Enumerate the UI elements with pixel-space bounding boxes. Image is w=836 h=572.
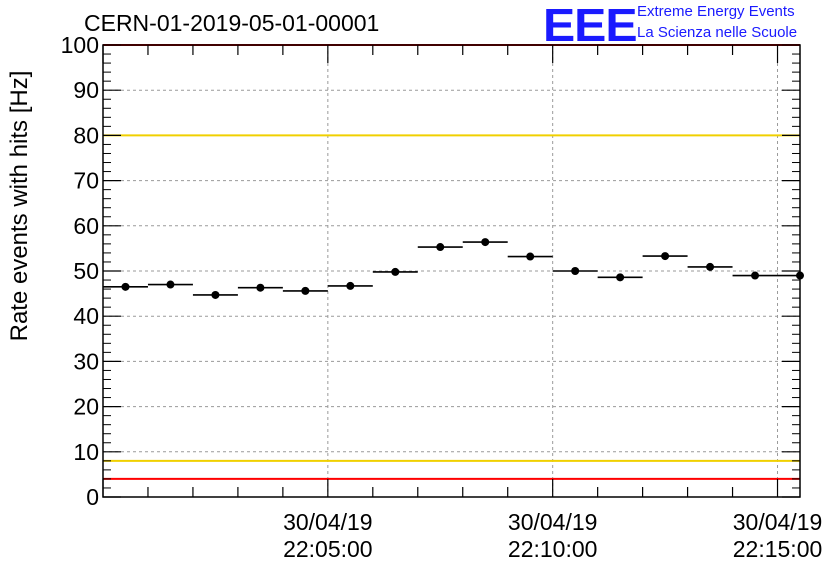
y-ticks: 0 10 20 30 40 50 60 70 80 90 100 xyxy=(61,32,800,510)
data-point xyxy=(346,281,355,290)
data-points xyxy=(103,238,804,299)
y-tick-label: 90 xyxy=(73,77,99,103)
x-tick-date: 30/04/19 xyxy=(283,509,373,535)
data-point xyxy=(526,252,535,261)
data-point xyxy=(616,273,625,282)
data-point xyxy=(436,243,445,252)
chart-title: CERN-01-2019-05-01-00001 xyxy=(84,10,380,36)
data-point xyxy=(751,271,760,280)
data-point xyxy=(571,267,580,275)
data-point xyxy=(301,286,310,295)
data-point xyxy=(211,290,220,299)
data-point xyxy=(481,238,490,247)
y-tick-label: 50 xyxy=(73,258,99,284)
y-axis-label: Rate events with hits [Hz] xyxy=(6,71,33,342)
y-tick-label: 40 xyxy=(73,303,99,329)
eee-logo: EEE xyxy=(543,0,638,51)
data-point xyxy=(706,262,715,271)
x-tick-date: 30/04/19 xyxy=(508,509,598,535)
y-tick-label: 0 xyxy=(86,484,99,510)
x-tick-time: 22:05:00 xyxy=(283,536,373,562)
y-tick-label: 30 xyxy=(73,348,99,374)
data-point xyxy=(256,283,265,292)
data-point xyxy=(661,252,670,261)
data-point xyxy=(121,282,130,291)
x-ticks: 30/04/1922:05:0030/04/1922:10:0030/04/19… xyxy=(102,45,823,562)
data-point xyxy=(391,267,400,276)
y-tick-label: 60 xyxy=(73,213,99,239)
y-tick-label: 80 xyxy=(73,122,99,148)
grid-lines xyxy=(103,45,800,497)
data-point xyxy=(796,271,804,280)
data-point xyxy=(166,280,175,289)
y-tick-label: 20 xyxy=(73,394,99,420)
x-tick-date: 30/04/19 xyxy=(733,509,823,535)
x-tick-time: 22:15:00 xyxy=(733,536,823,562)
logo-line-2: La Scienza nelle Scuole xyxy=(637,24,798,41)
x-tick-time: 22:10:00 xyxy=(508,536,598,562)
y-tick-label: 10 xyxy=(73,439,99,465)
y-tick-label: 70 xyxy=(73,168,99,194)
reference-lines xyxy=(103,44,800,480)
y-tick-label: 100 xyxy=(61,32,99,58)
logo-line-1: Extreme Energy Events xyxy=(637,3,795,20)
